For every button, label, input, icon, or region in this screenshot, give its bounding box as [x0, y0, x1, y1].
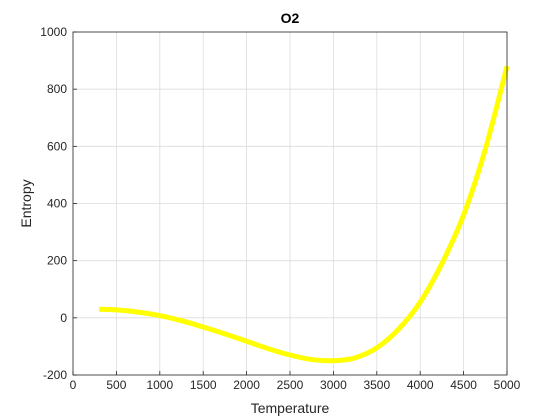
x-tick-label: 1500 [190, 378, 217, 392]
y-tick-label: 1000 [40, 25, 67, 39]
x-tick-label: 0 [70, 378, 77, 392]
x-tick-label: 2500 [277, 378, 304, 392]
y-tick-label: 800 [47, 82, 67, 96]
x-tick-label: 1000 [146, 378, 173, 392]
series-layer [98, 65, 510, 364]
ticks: 0 500 1000 1500 2000 2500 3000 3500 4000 4500 5000… [40, 25, 520, 392]
y-axis-label: Entropy [18, 179, 34, 227]
x-tick-label: 5000 [494, 378, 521, 392]
x-tick-label: 2000 [233, 378, 260, 392]
y-tick-label: -200 [43, 368, 67, 382]
x-axis-label: Temperature [251, 400, 330, 416]
x-tick-label: 3000 [320, 378, 347, 392]
x-tick-label: 4000 [407, 378, 434, 392]
chart-title: O2 [281, 10, 300, 26]
y-tick-label: 200 [47, 254, 67, 268]
x-tick-label: 3500 [363, 378, 390, 392]
x-tick-label: 4500 [450, 378, 477, 392]
series-line [98, 65, 510, 364]
y-tick-label: 600 [47, 139, 67, 153]
x-tick-label: 500 [106, 378, 126, 392]
y-tick-label: 400 [47, 197, 67, 211]
y-tick-label: 0 [60, 311, 67, 325]
